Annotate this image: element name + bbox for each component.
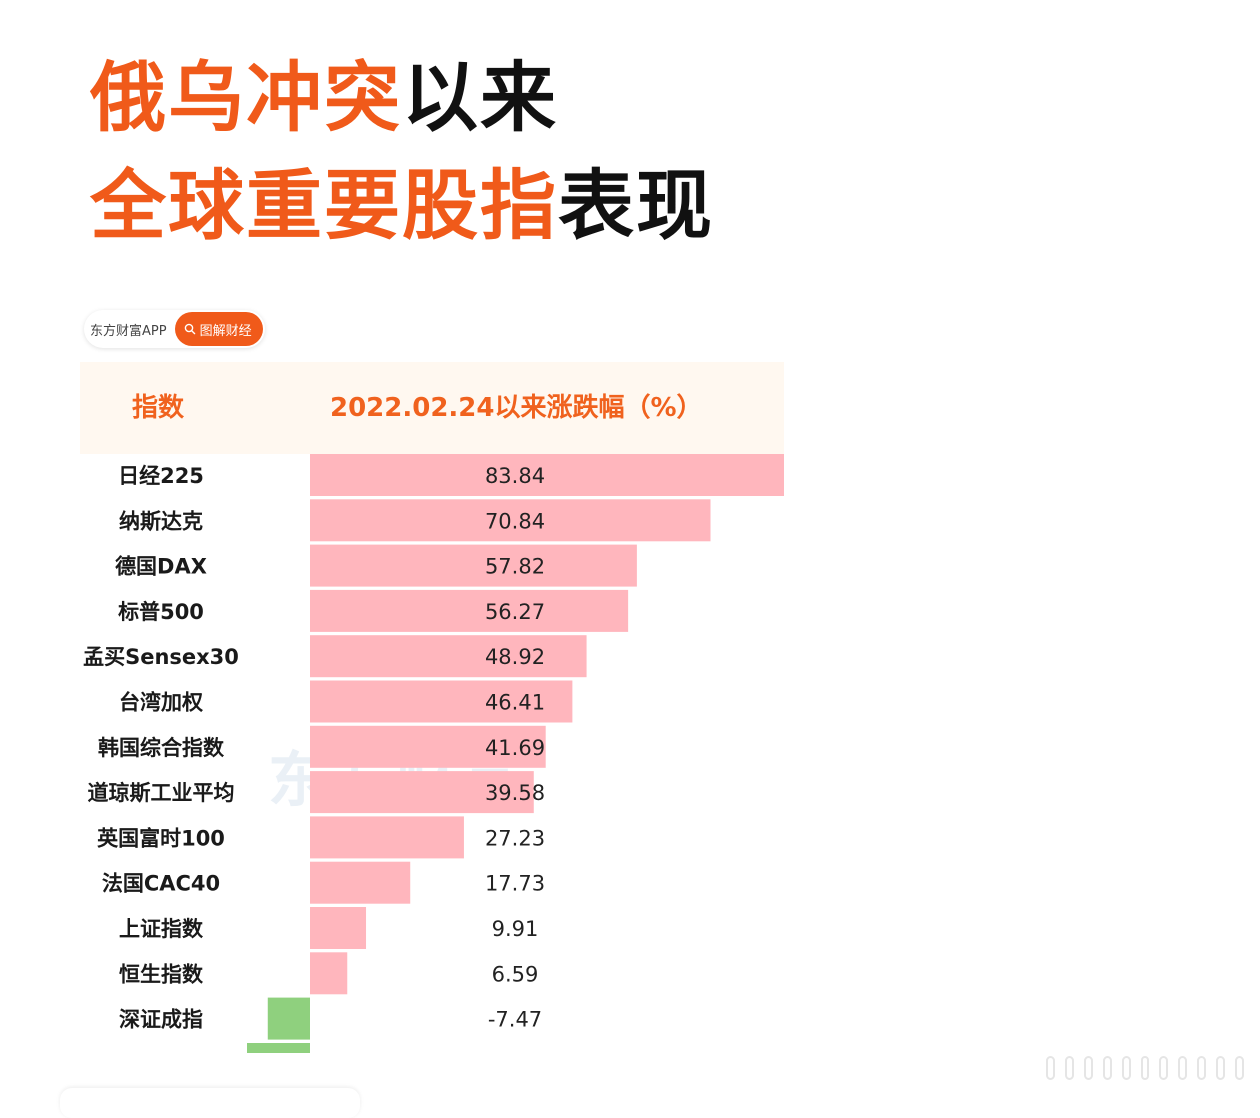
- category-label-0: 日经225: [118, 464, 204, 488]
- column-header-index: 指数: [132, 393, 185, 423]
- value-label-10: 9.91: [492, 917, 539, 941]
- value-label-8: 27.23: [485, 826, 545, 850]
- column-header-change: 2022.02.24以来涨跌幅（%）: [330, 393, 703, 423]
- category-label-5: 台湾加权: [119, 691, 203, 715]
- bottom-panel-edge: [60, 1088, 360, 1118]
- category-label-6: 韩国综合指数: [98, 736, 225, 760]
- source-badge: 东方财富APP 图解财经: [84, 310, 265, 348]
- value-label-12: -7.47: [488, 1008, 542, 1032]
- category-label-8: 英国富时100: [97, 826, 225, 850]
- value-label-7: 39.58: [485, 781, 545, 805]
- bar-12: [267, 997, 310, 1040]
- source-pill[interactable]: 图解财经: [174, 312, 263, 346]
- category-label-9: 法国CAC40: [102, 872, 220, 896]
- headline-line-1: 俄乌冲突以来: [90, 50, 558, 146]
- bar-5: [310, 680, 573, 723]
- headline-rest-1: 以来: [402, 53, 558, 142]
- bar-2: [310, 544, 637, 587]
- partial-next-bar: [247, 1043, 310, 1053]
- category-label-11: 恒生指数: [119, 962, 204, 986]
- value-label-0: 83.84: [485, 464, 545, 488]
- bar-9: [310, 861, 411, 904]
- bar-4: [310, 635, 587, 678]
- bar-8: [310, 816, 464, 859]
- table-header: 指数 2022.02.24以来涨跌幅（%）: [80, 362, 784, 454]
- value-label-2: 57.82: [485, 555, 545, 579]
- category-label-12: 深证成指: [119, 1008, 203, 1032]
- bar-7: [310, 771, 534, 814]
- value-label-1: 70.84: [485, 509, 545, 533]
- bar-6: [310, 725, 546, 768]
- headline-highlight-2: 全球重要股指: [90, 161, 558, 250]
- corner-watermark: [1046, 1056, 1244, 1080]
- bar-3: [310, 589, 629, 632]
- value-label-5: 46.41: [485, 691, 545, 715]
- value-label-11: 6.59: [492, 962, 539, 986]
- value-label-4: 48.92: [485, 645, 545, 669]
- bar-11: [310, 952, 348, 995]
- category-label-7: 道琼斯工业平均: [88, 781, 235, 805]
- category-label-4: 孟买Sensex30: [83, 645, 239, 669]
- category-label-1: 纳斯达克: [119, 509, 203, 533]
- category-label-3: 标普500: [118, 600, 204, 624]
- source-app-name: 东方财富APP: [90, 323, 167, 339]
- bar-0: [310, 454, 784, 496]
- value-label-3: 56.27: [485, 600, 545, 624]
- value-label-9: 17.73: [485, 872, 545, 896]
- bar-1: [310, 499, 711, 542]
- headline-line-2: 全球重要股指表现: [90, 158, 714, 254]
- search-icon: [184, 323, 195, 335]
- headline-rest-2: 表现: [558, 161, 714, 250]
- category-label-10: 上证指数: [119, 917, 204, 941]
- value-label-6: 41.69: [485, 736, 545, 760]
- category-label-2: 德国DAX: [115, 555, 207, 579]
- source-pill-label: 图解财经: [199, 323, 252, 339]
- headline-highlight-1: 俄乌冲突: [90, 53, 402, 142]
- bar-10: [310, 907, 367, 949]
